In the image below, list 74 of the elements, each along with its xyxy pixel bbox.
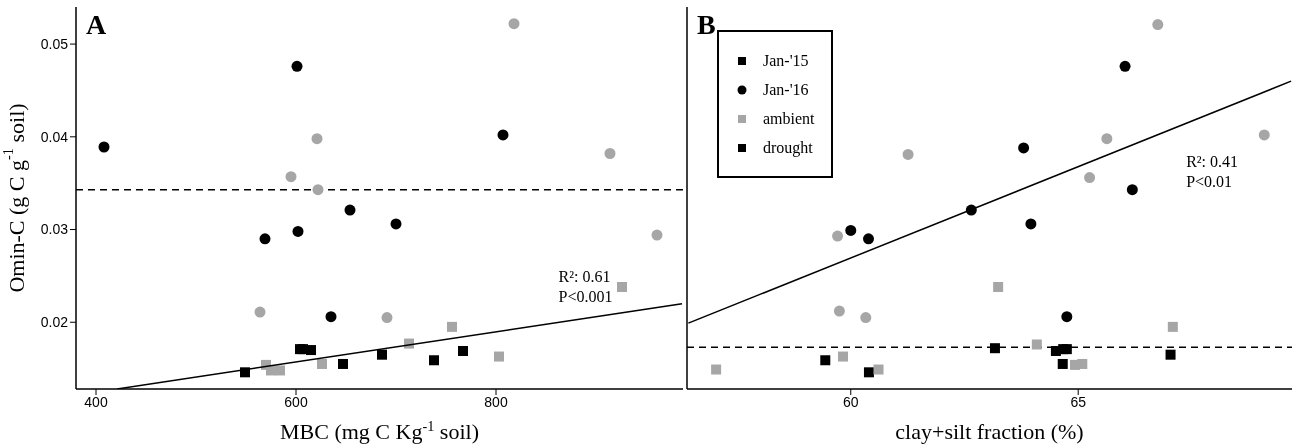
- annotation: P<0.01: [1186, 172, 1234, 193]
- y-tick-label: 0.05: [40, 36, 69, 53]
- point: [291, 60, 303, 72]
- point: [863, 367, 874, 378]
- point: [1152, 19, 1164, 31]
- point: [1165, 349, 1176, 360]
- x-tick-label: 800: [484, 393, 508, 410]
- legend-label: Jan-'15: [763, 51, 809, 70]
- x-tick-label: 65: [1070, 393, 1087, 410]
- point: [508, 18, 520, 30]
- point: [1101, 133, 1113, 145]
- point: [833, 305, 845, 317]
- point: [1057, 358, 1068, 369]
- x-tick-label: 400: [84, 393, 108, 410]
- point: [1119, 60, 1131, 72]
- point: [617, 282, 627, 293]
- annotation: R²: 0.41: [1186, 152, 1239, 173]
- point: [860, 312, 872, 324]
- chart-title: B: [697, 9, 716, 41]
- point: [1084, 172, 1096, 184]
- point: [1167, 321, 1178, 332]
- point: [1258, 129, 1270, 141]
- point: [1018, 142, 1030, 154]
- legend-label: drought: [763, 138, 813, 157]
- point: [317, 358, 327, 369]
- point: [259, 233, 271, 245]
- point: [285, 171, 297, 183]
- point: [863, 233, 874, 245]
- point: [98, 141, 110, 153]
- legend-label: Jan-'16: [763, 80, 809, 99]
- point: [993, 282, 1004, 293]
- point: [390, 218, 402, 230]
- point: [1025, 218, 1037, 230]
- point: [832, 230, 844, 242]
- annotation: R²: 0.61: [558, 266, 612, 287]
- y-tick-label: 0.02: [40, 314, 69, 331]
- point: [902, 148, 914, 160]
- point: [344, 204, 356, 216]
- point: [312, 184, 324, 196]
- point: [989, 343, 1000, 354]
- y-tick-label: 0.03: [40, 221, 69, 238]
- point: [377, 349, 387, 360]
- x-tick-label: 60: [842, 393, 859, 410]
- point: [338, 358, 348, 369]
- x-axis-title: MBC (mg C Kg$^{-1}$ soil): [280, 418, 479, 444]
- point: [1031, 339, 1042, 350]
- point: [254, 306, 266, 318]
- x-axis-title: clay+silt fraction (%): [895, 419, 1084, 444]
- point: [651, 229, 663, 241]
- point: [604, 148, 616, 159]
- x-tick-label: 600: [284, 393, 308, 410]
- point: [820, 355, 831, 366]
- point: [711, 364, 722, 375]
- point: [838, 351, 849, 362]
- annotation: P<0.001: [558, 286, 613, 307]
- point: [845, 224, 857, 236]
- point: [306, 345, 316, 356]
- point: [311, 133, 323, 145]
- y-tick-label: 0.04: [40, 128, 69, 145]
- point: [1126, 184, 1138, 196]
- chart-title: A: [86, 9, 107, 41]
- point: [429, 355, 439, 366]
- point: [275, 365, 285, 376]
- point: [447, 321, 457, 332]
- point: [1077, 358, 1088, 369]
- point: [458, 345, 468, 356]
- point: [1061, 311, 1073, 323]
- point: [494, 351, 504, 362]
- point: [292, 225, 304, 237]
- legend-label: ambient: [763, 109, 815, 128]
- point: [325, 311, 337, 323]
- point: [381, 312, 393, 324]
- point: [497, 129, 509, 141]
- point: [873, 364, 884, 375]
